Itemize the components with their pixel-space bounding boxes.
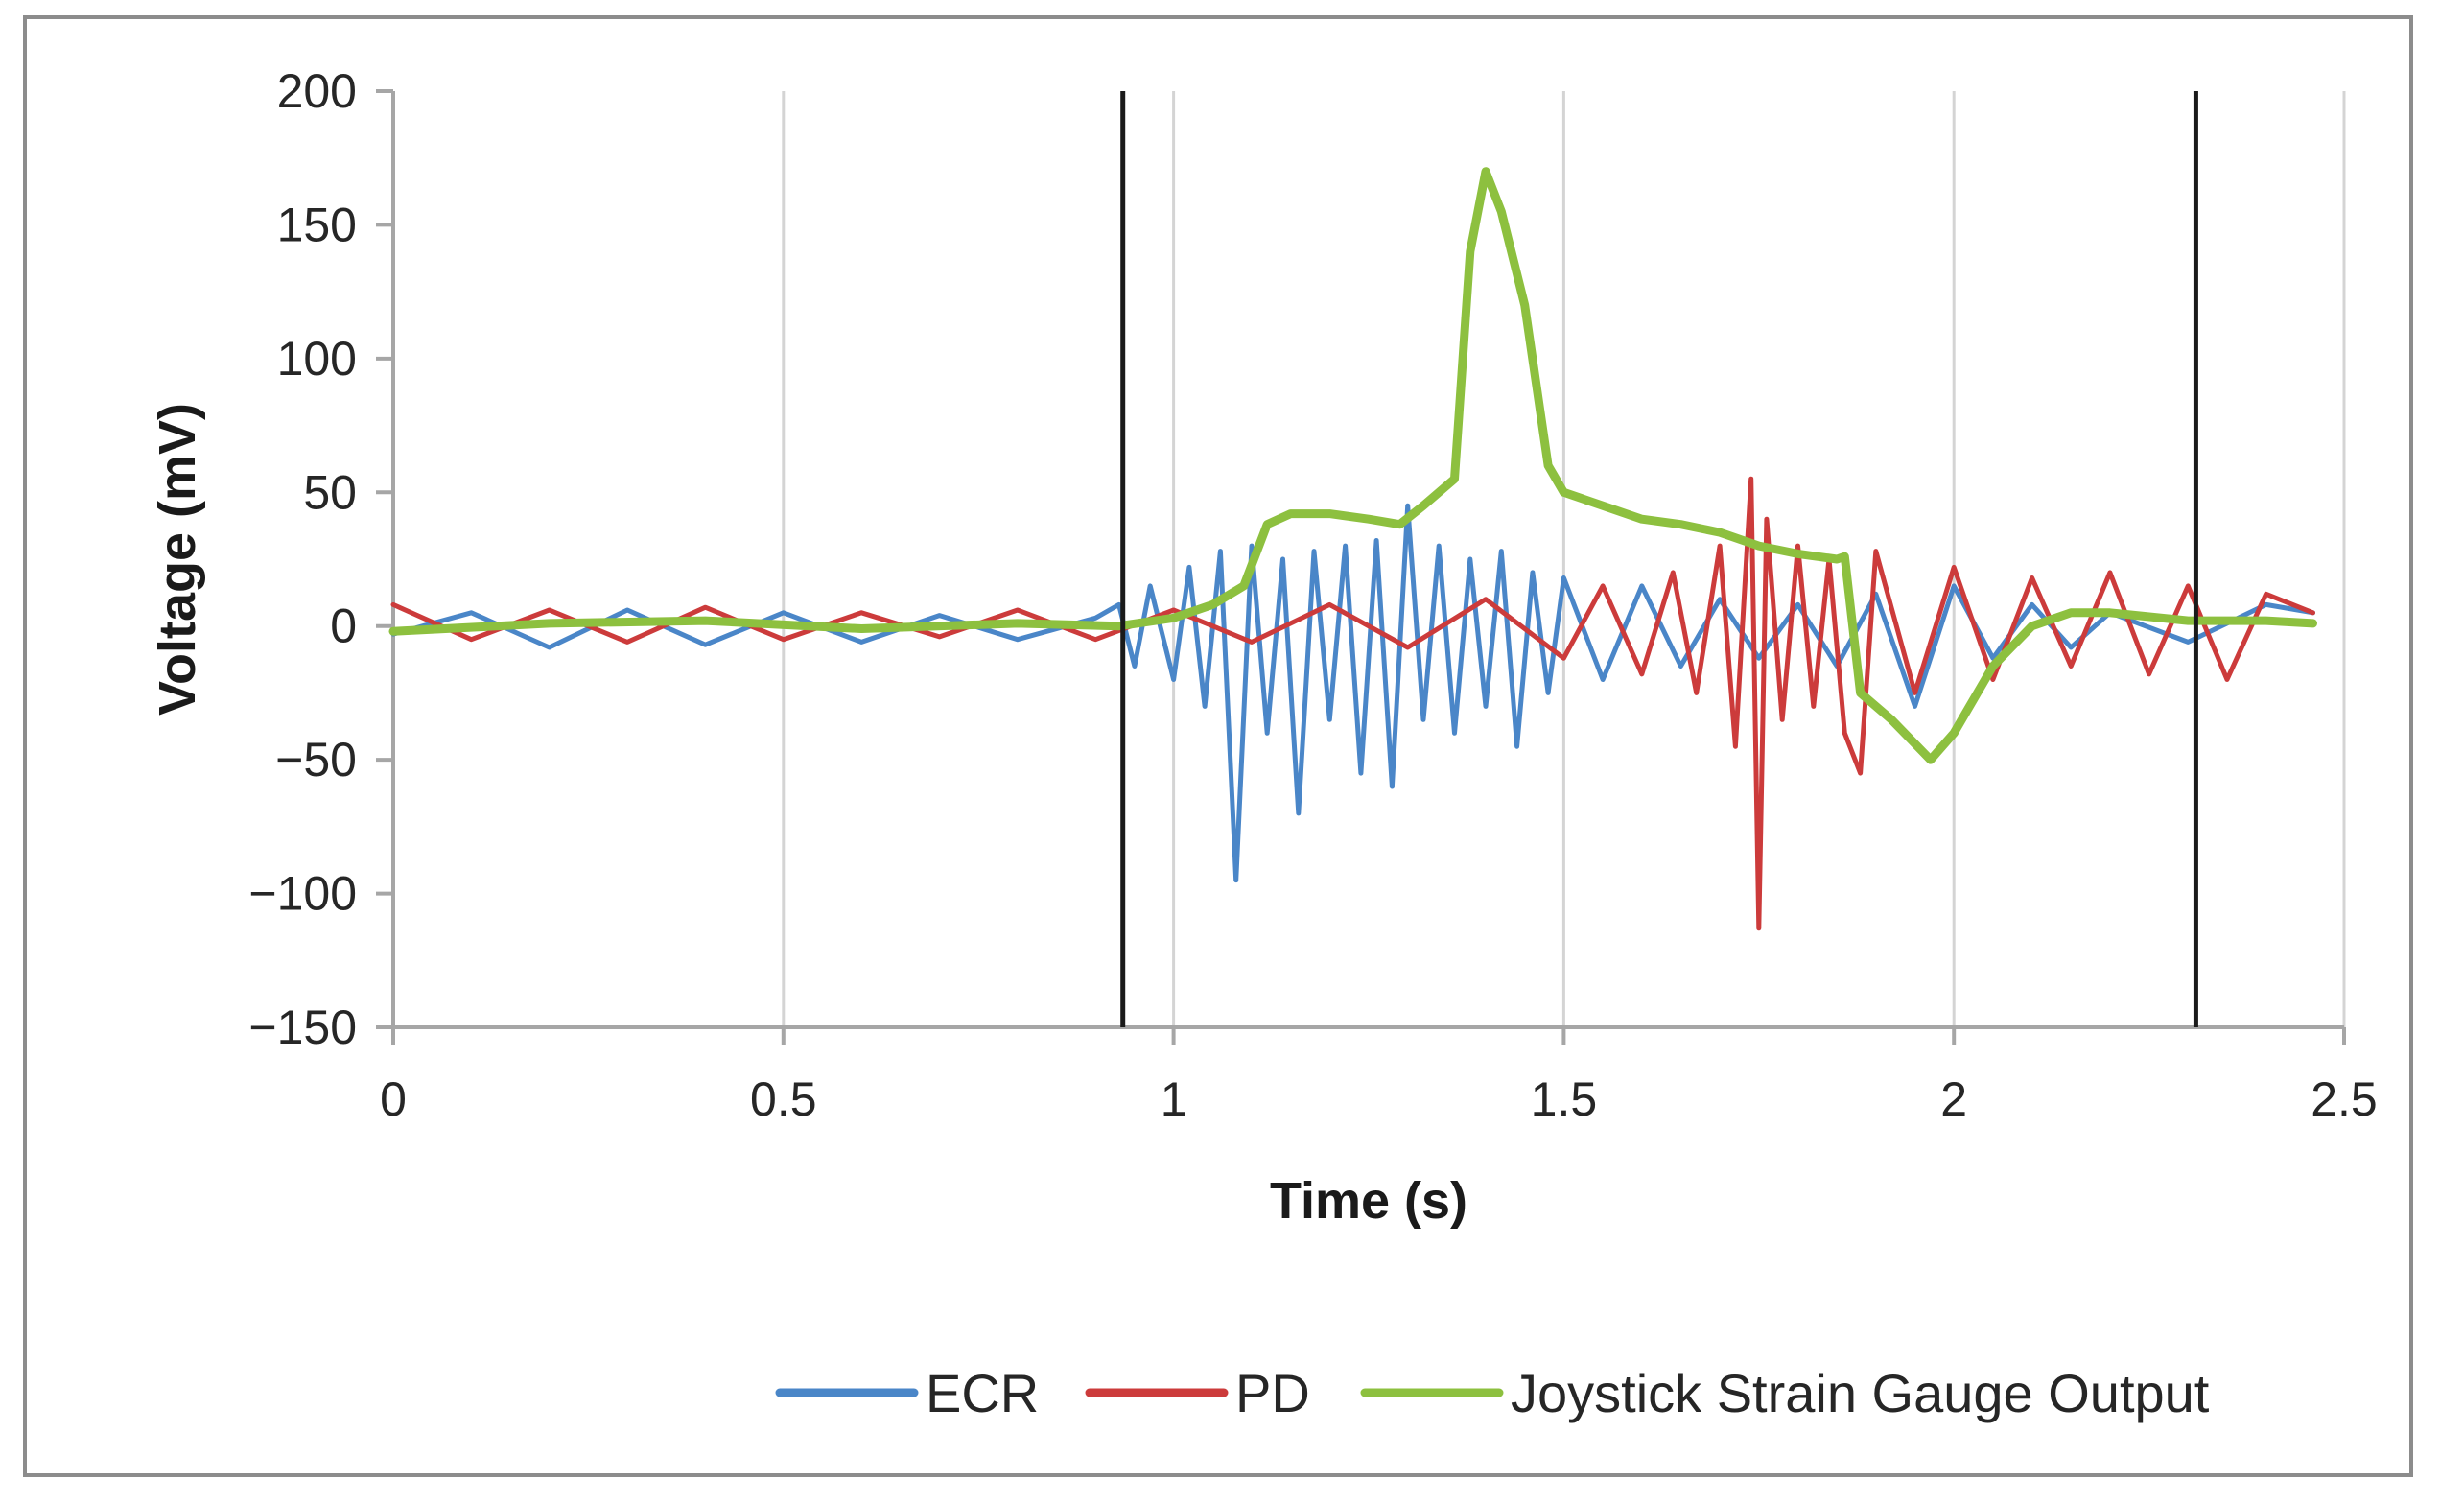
x-tick-label: 2 <box>1940 1072 1967 1126</box>
series-line-joystick-strain-gauge-output <box>388 167 2317 764</box>
series-lines <box>388 167 2317 931</box>
y-axis-title: Voltage (mV) <box>149 403 206 716</box>
y-tick-label: 200 <box>277 64 357 118</box>
series-line-pd <box>390 476 2315 931</box>
y-tick-label: 150 <box>277 198 357 251</box>
gridlines <box>782 91 2346 1027</box>
y-tick-labels: −150 −100 −50 0 50 100 150 200 <box>248 64 357 1054</box>
y-tick-label: 50 <box>303 465 357 519</box>
y-tick-label: −100 <box>248 867 357 921</box>
chart-svg: 0 0.5 1 1.5 2 2.5 −150 −100 −50 0 50 100 150 200 Tim… <box>149 64 2378 1423</box>
x-tick-label: 1 <box>1161 1072 1187 1126</box>
x-tick-label: 0 <box>380 1072 407 1126</box>
legend-label: PD <box>1235 1363 1310 1423</box>
series-line-ecr <box>390 503 2315 883</box>
x-tick-label: 1.5 <box>1531 1072 1598 1126</box>
axes <box>376 89 2346 1045</box>
x-tick-label: 0.5 <box>750 1072 817 1126</box>
x-axis-title: Time (s) <box>1270 1172 1467 1230</box>
marker-lines <box>1120 91 2198 1027</box>
legend: ECR PD Joystick Strain Gauge Output <box>775 1363 2210 1423</box>
legend-label: ECR <box>926 1363 1039 1423</box>
x-tick-label: 2.5 <box>2311 1072 2378 1126</box>
x-tick-labels: 0 0.5 1 1.5 2 2.5 <box>380 1072 2378 1126</box>
legend-label: Joystick Strain Gauge Output <box>1511 1363 2210 1423</box>
chart-frame: 0 0.5 1 1.5 2 2.5 −150 −100 −50 0 50 100 150 200 Tim… <box>23 15 2413 1477</box>
y-tick-label: 0 <box>330 599 357 653</box>
y-tick-label: −150 <box>248 1000 357 1054</box>
y-tick-label: −50 <box>275 733 357 787</box>
y-tick-label: 100 <box>277 332 357 386</box>
